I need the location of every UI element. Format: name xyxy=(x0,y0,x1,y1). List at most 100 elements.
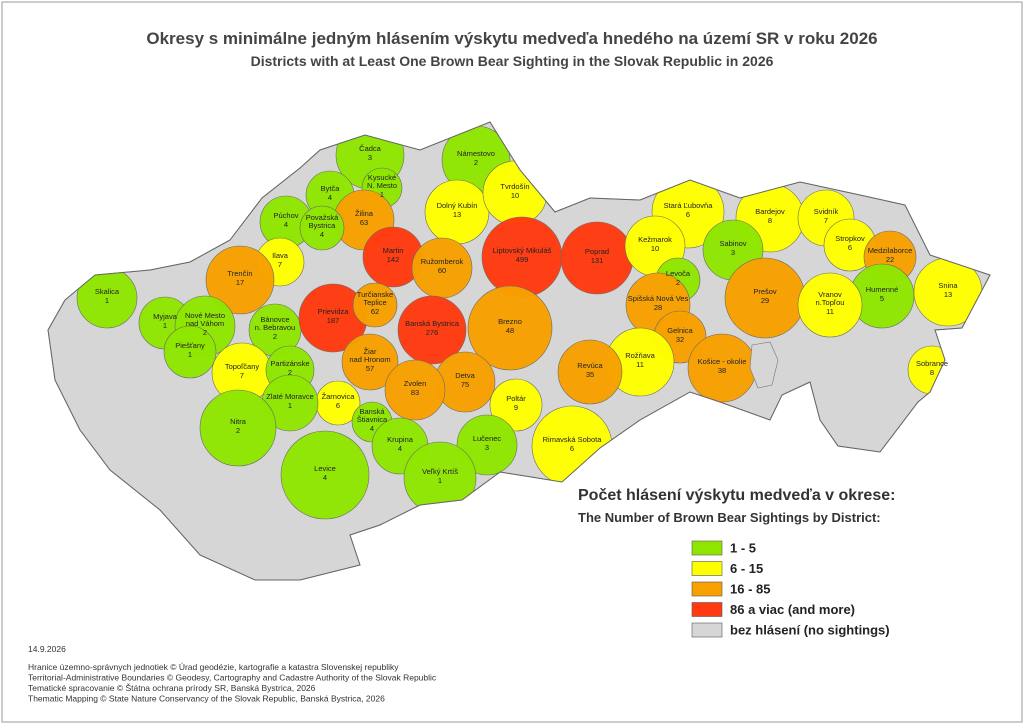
district xyxy=(199,389,277,467)
district-count: 62 xyxy=(371,307,379,316)
district-name: Rožňava xyxy=(625,351,655,360)
district-count: 1 xyxy=(380,190,384,199)
district-name: Martin xyxy=(383,246,404,255)
district-name: Vranov xyxy=(818,290,842,299)
district-count: 276 xyxy=(426,328,439,337)
district xyxy=(280,430,370,520)
district-name: Prešov xyxy=(753,287,777,296)
legend-label: 6 - 15 xyxy=(730,561,763,576)
title: Okresy s minimálne jedným hlásením výsky… xyxy=(146,29,877,48)
district-name: Turčianske xyxy=(357,290,393,299)
district-name: Rimavská Sobota xyxy=(543,435,603,444)
district-count: 142 xyxy=(387,255,400,264)
district-name: Humenné xyxy=(866,285,899,294)
district-count: 63 xyxy=(360,218,368,227)
district-count: 3 xyxy=(485,443,489,452)
district-count: 38 xyxy=(718,366,726,375)
districts xyxy=(76,122,983,520)
legend-label: bez hlásení (no sightings) xyxy=(730,622,890,637)
legend-swatch xyxy=(691,540,723,556)
district-count: 28 xyxy=(654,303,662,312)
subtitle: Districts with at Least One Brown Bear S… xyxy=(251,53,774,69)
district-name: Topoľčany xyxy=(225,362,260,371)
district-name: Myjava xyxy=(153,312,178,321)
legend-swatch xyxy=(691,602,723,617)
district xyxy=(456,414,518,476)
legend-subtitle: The Number of Brown Bear Sightings by Di… xyxy=(578,510,881,525)
district xyxy=(205,245,275,315)
district-count: 2 xyxy=(288,368,292,377)
district xyxy=(341,333,399,391)
district-count: 10 xyxy=(511,191,519,200)
district-name: Námestovo xyxy=(457,149,495,158)
district-name: Skalica xyxy=(95,287,120,296)
district-name: Teplice xyxy=(363,298,386,307)
district-count: 60 xyxy=(438,266,446,275)
district-name: Brezno xyxy=(498,317,522,326)
district-count: 4 xyxy=(284,220,288,229)
district xyxy=(467,285,553,371)
district-name: Ilava xyxy=(272,251,289,260)
district-count: 8 xyxy=(768,216,772,225)
district-name: Čadca xyxy=(359,144,382,153)
district xyxy=(163,325,217,379)
district-name: Žiar xyxy=(364,347,377,356)
district-name: Stará Ľubovňa xyxy=(664,201,714,210)
district xyxy=(352,282,398,328)
district-name: Snina xyxy=(938,281,958,290)
district-name: Bystrica xyxy=(309,221,337,230)
district-name: Trenčín xyxy=(227,269,252,278)
district-count: 8 xyxy=(930,368,934,377)
district xyxy=(299,205,345,251)
district-name: Kysucké xyxy=(368,173,396,182)
credit-line: Thematic Mapping © State Nature Conserva… xyxy=(28,694,385,704)
credit-line: Hranice územno-správnych jednotiek © Úra… xyxy=(28,662,399,672)
credit-line: Tematické spracovanie © Štátna ochrana p… xyxy=(28,683,316,693)
district-name: Dolný Kubín xyxy=(437,201,478,210)
district-name: Lučenec xyxy=(473,434,502,443)
district-name: Sabinov xyxy=(719,239,746,248)
district-count: 7 xyxy=(240,371,244,380)
district-name: Zlaté Moravce xyxy=(266,392,314,401)
district-count: 1 xyxy=(163,321,167,330)
legend-label: 1 - 5 xyxy=(730,540,756,555)
district-name: Spišská Nová Ves xyxy=(628,294,689,303)
credits: Hranice územno-správnych jednotiek © Úra… xyxy=(28,662,437,704)
legend-label: 86 a viac (and more) xyxy=(730,602,855,617)
district xyxy=(489,378,543,432)
district-count: 4 xyxy=(328,193,332,202)
district-name: Poltár xyxy=(506,394,526,403)
district-count: 4 xyxy=(370,424,374,433)
district-name: nad Hronom xyxy=(349,355,390,364)
district-count: 4 xyxy=(320,230,324,239)
district-name: Svidník xyxy=(814,207,839,216)
district-count: 2 xyxy=(203,328,207,337)
district-name: Púchov xyxy=(273,211,298,220)
district-count: 6 xyxy=(570,444,574,453)
district-count: 2 xyxy=(236,426,240,435)
district-count: 3 xyxy=(368,153,372,162)
district-count: 11 xyxy=(826,307,834,316)
district-name: Štiavnica xyxy=(357,415,388,424)
district-count: 5 xyxy=(880,294,884,303)
district-count: 6 xyxy=(848,243,852,252)
legend-swatch xyxy=(691,561,723,576)
district-count: 131 xyxy=(591,256,604,265)
district-name: Nitra xyxy=(230,417,247,426)
district-name: Banská xyxy=(359,407,385,416)
district-name: Krupina xyxy=(387,435,414,444)
district-name: Liptovský Mikuláš xyxy=(493,246,552,255)
district-count: 187 xyxy=(327,316,340,325)
district-count: 13 xyxy=(944,290,952,299)
district-count: 4 xyxy=(398,444,402,453)
district-count: 10 xyxy=(651,244,659,253)
district xyxy=(797,272,863,338)
kosice-city xyxy=(749,341,779,389)
district-name: Bardejov xyxy=(755,207,785,216)
district-count: 9 xyxy=(514,403,518,412)
district-count: 57 xyxy=(366,364,374,373)
district-count: 4 xyxy=(323,473,327,482)
district-name: Považská xyxy=(306,213,339,222)
